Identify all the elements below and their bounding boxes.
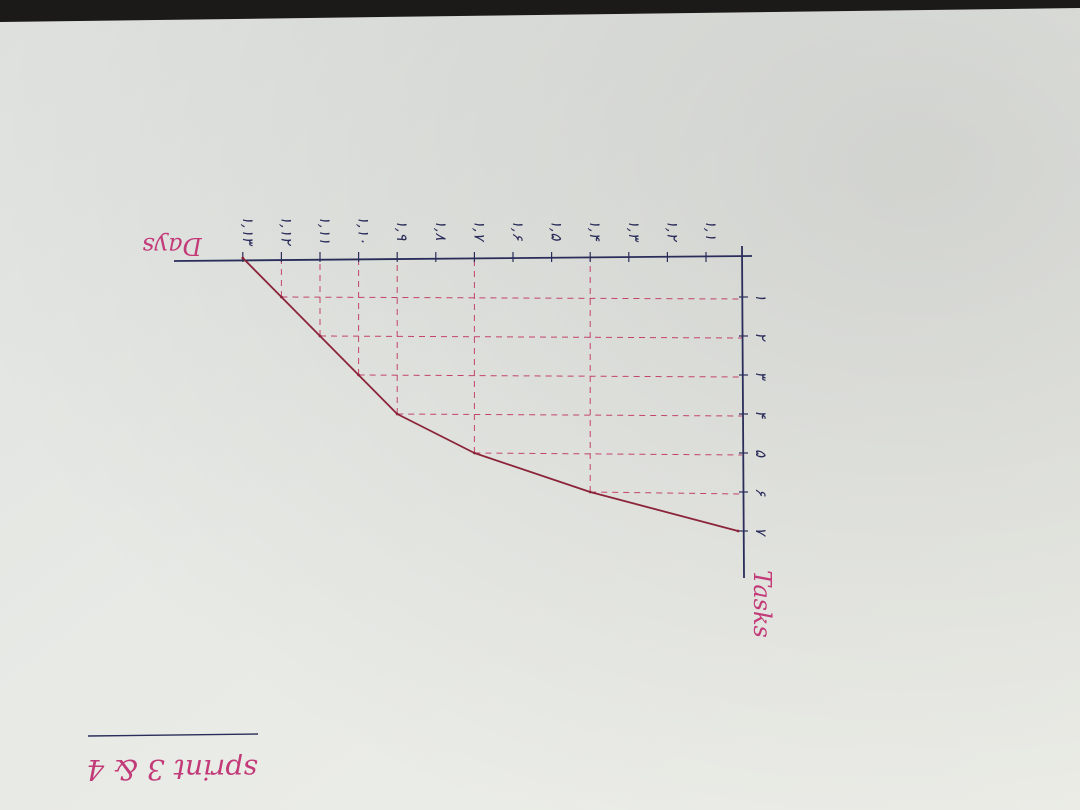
- x-tick-label: ۱,۶: [509, 220, 527, 242]
- data-point: [318, 334, 322, 338]
- data-point: [357, 373, 360, 377]
- y-tick-label: ۳: [752, 371, 770, 382]
- x-axis-title: Days: [142, 232, 202, 260]
- x-tick-label: ۱,۱: [702, 220, 720, 241]
- y-axis-line: [741, 245, 745, 579]
- x-tick-label: ۱,۳: [625, 220, 643, 244]
- x-tick-label: ۱,۷: [470, 220, 488, 244]
- title-underline: [87, 733, 259, 737]
- y-tick-label: ۷: [752, 527, 770, 538]
- x-tick-label: ۱,۱۳: [239, 216, 257, 248]
- guide-horizontal: [397, 413, 743, 417]
- x-tick-label: ۱,۴: [586, 220, 604, 243]
- chart-ticks: [242, 252, 748, 532]
- data-point: [473, 451, 476, 455]
- x-tick-label: ۱,۱۱: [316, 216, 334, 245]
- data-point: [241, 256, 245, 260]
- x-tick-label: ۱,۸: [432, 220, 450, 241]
- guide-lines: [280, 258, 743, 495]
- x-tick-label: ۱,۱۲: [277, 216, 295, 247]
- y-tick-label: ۶: [752, 488, 770, 497]
- y-tick-label: ۲: [752, 332, 770, 342]
- x-tick-label: ۱,۲: [663, 220, 681, 243]
- guide-horizontal: [474, 452, 743, 456]
- chart: ۱,۱ ۱,۲ ۱,۳ ۱,۴ ۱,۵ ۱,۶ ۱,۷ ۱,۸ ۱,۹ ۱,۱۰ ۱,۱۱ ۱,۱۲ ۱…: [142, 216, 776, 638]
- y-tick-label: ۴: [752, 410, 770, 420]
- data-point: [736, 529, 740, 533]
- y-tick-label: ۵: [752, 449, 770, 458]
- guide-horizontal: [590, 491, 743, 495]
- guide-horizontal: [358, 374, 743, 378]
- data-point: [588, 490, 592, 494]
- chart-axes: [173, 245, 753, 579]
- x-tick-label: ۱,۱۰: [355, 216, 373, 245]
- burndown-polyline: [242, 257, 739, 532]
- title-block: sprint 3 & 4: [86, 733, 259, 786]
- y-tick-label: ۱: [752, 293, 770, 301]
- data-point: [280, 295, 283, 299]
- data-point: [395, 412, 399, 416]
- paper-shade: [0, 8, 1080, 810]
- x-axis-line: [173, 255, 753, 262]
- guide-horizontal: [319, 335, 743, 339]
- chart-title: sprint 3 & 4: [86, 753, 257, 786]
- x-tick-label: ۱,۹: [393, 220, 411, 242]
- x-tick-label: ۱,۵: [548, 220, 566, 242]
- chart-labels: ۱,۱ ۱,۲ ۱,۳ ۱,۴ ۱,۵ ۱,۶ ۱,۷ ۱,۸ ۱,۹ ۱,۱۰ ۱,۱۱ ۱,۱۲ ۱…: [142, 216, 776, 638]
- burndown-line: [241, 256, 740, 533]
- y-axis-title: Tasks: [748, 570, 776, 638]
